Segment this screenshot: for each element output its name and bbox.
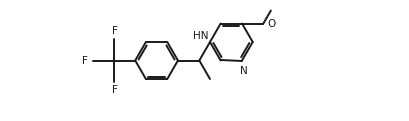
Text: N: N bbox=[239, 66, 247, 76]
Text: F: F bbox=[112, 26, 118, 36]
Text: F: F bbox=[81, 56, 87, 65]
Text: O: O bbox=[266, 19, 275, 29]
Text: HN: HN bbox=[193, 31, 208, 41]
Text: F: F bbox=[112, 85, 118, 95]
